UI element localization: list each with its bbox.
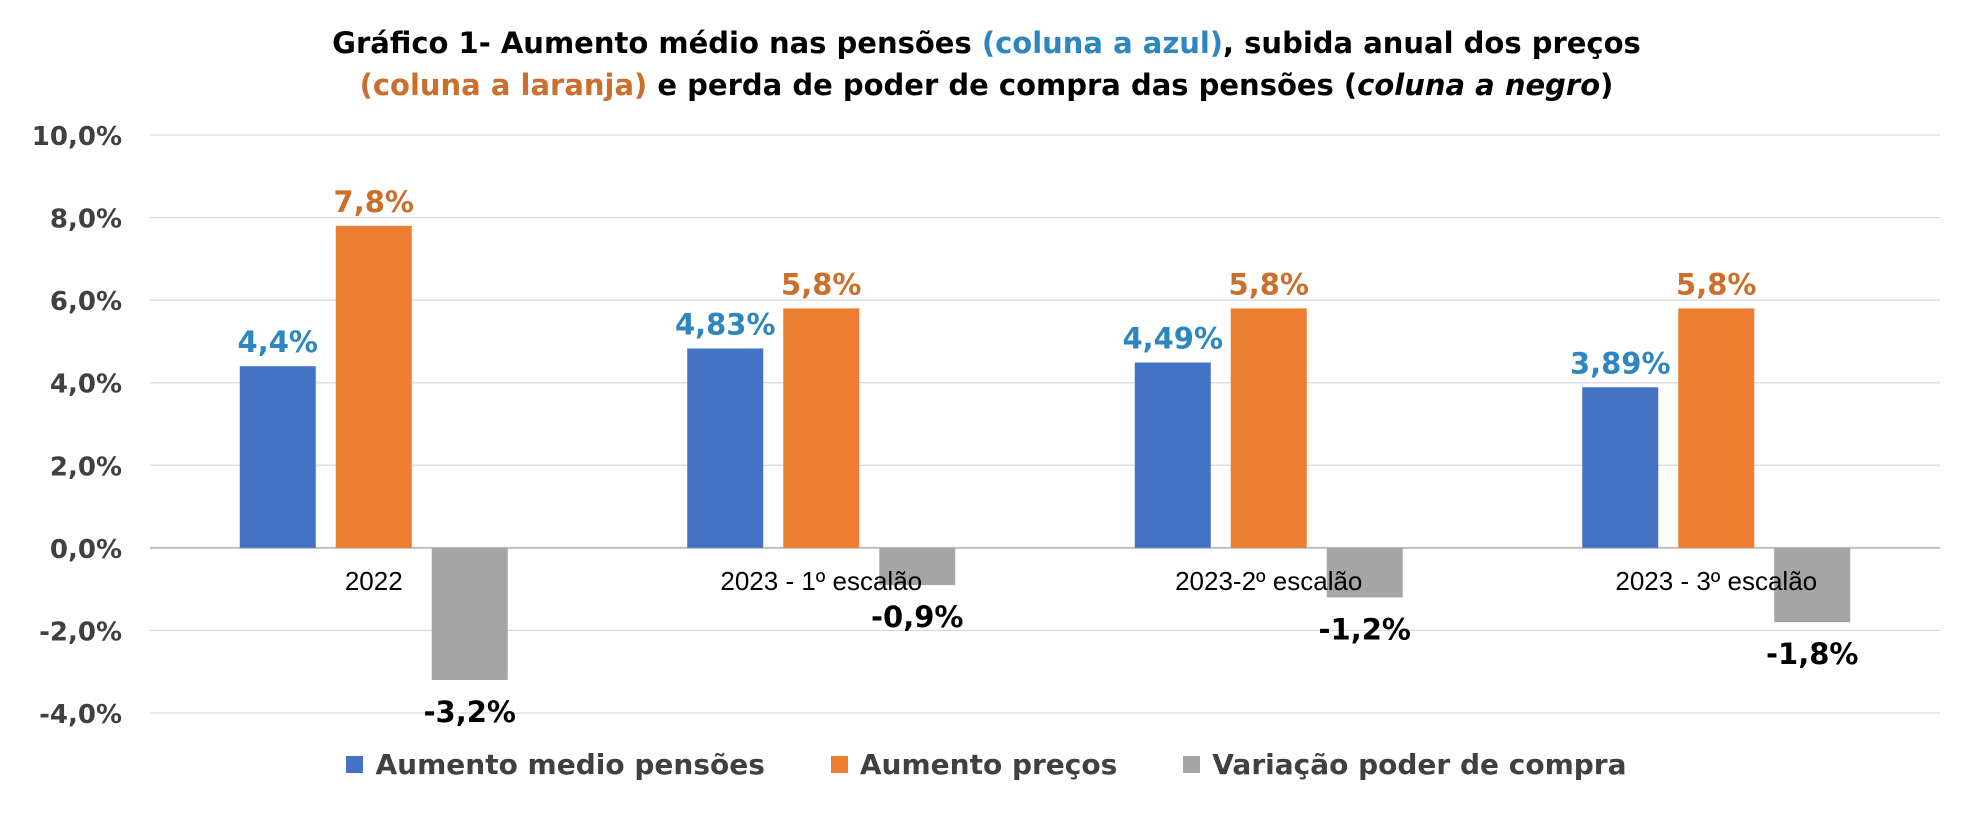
legend-label: Aumento medio pensões (375, 748, 765, 781)
y-tick-label: 2,0% (50, 452, 122, 482)
data-label: -0,9% (871, 600, 963, 634)
bar (431, 547, 508, 680)
data-label: 4,49% (1122, 321, 1223, 355)
x-category-label: 2022 (345, 566, 403, 596)
bar (1326, 547, 1403, 598)
bar (1134, 362, 1211, 548)
legend-label: Variação poder de compra (1212, 748, 1627, 781)
legend-item: Aumento medio pensões (346, 748, 765, 781)
x-category-label: 2023 - 1º escalão (720, 566, 922, 596)
y-tick-label: -2,0% (39, 617, 122, 647)
y-tick-label: -4,0% (39, 700, 122, 730)
bar (1678, 308, 1755, 548)
y-tick-label: 10,0% (32, 122, 122, 152)
data-label: 5,8% (781, 267, 861, 301)
bar (239, 366, 316, 548)
chart-title-line-2: (coluna a laranja) e perda de poder de c… (0, 64, 1973, 106)
data-label: 7,8% (334, 185, 414, 219)
bar (687, 348, 764, 548)
x-category-label: 2023 - 3º escalão (1615, 566, 1817, 596)
bar (783, 308, 860, 548)
title-text-4: ) (1600, 68, 1614, 102)
title-text: Gráfico 1- Aumento médio nas pensões (332, 26, 982, 60)
chart-title: Gráfico 1- Aumento médio nas pensões (co… (0, 22, 1973, 106)
legend-item: Variação poder de compra (1183, 748, 1627, 781)
bar (1230, 308, 1307, 548)
data-label: -1,2% (1319, 612, 1411, 646)
legend-swatch (1183, 756, 1201, 773)
data-label: -1,8% (1766, 637, 1858, 671)
legend-swatch (830, 756, 848, 773)
data-label: 4,4% (238, 325, 318, 359)
data-label: 3,89% (1570, 346, 1671, 380)
legend-swatch (346, 756, 364, 773)
title-blue-text: (coluna a azul) (981, 26, 1224, 60)
legend-item: Aumento preços (830, 748, 1118, 781)
x-category-label: 2023-2º escalão (1175, 566, 1362, 596)
data-label: 5,8% (1229, 267, 1309, 301)
bar (1582, 387, 1659, 548)
title-text-2: , subida anual dos preços (1223, 26, 1641, 60)
title-italic-text: coluna a negro (1357, 68, 1601, 102)
legend-label: Aumento preços (859, 748, 1118, 781)
bar (1774, 547, 1851, 623)
y-tick-label: 0,0% (50, 535, 122, 565)
data-label: 5,8% (1676, 267, 1756, 301)
y-tick-label: 4,0% (50, 370, 122, 400)
y-tick-label: 8,0% (50, 205, 122, 235)
legend: Aumento medio pensões Aumento preços Varia… (0, 748, 1973, 781)
title-orange-text: (coluna a laranja) (359, 68, 648, 102)
bar (335, 225, 412, 548)
chart-title-line-1: Gráfico 1- Aumento médio nas pensões (co… (0, 22, 1973, 64)
bar (879, 547, 956, 586)
y-tick-label: 6,0% (50, 287, 122, 317)
data-label: -3,2% (424, 695, 516, 729)
data-label: 4,83% (675, 307, 776, 341)
title-text-3: e perda de poder de compra das pensões ( (647, 68, 1358, 102)
